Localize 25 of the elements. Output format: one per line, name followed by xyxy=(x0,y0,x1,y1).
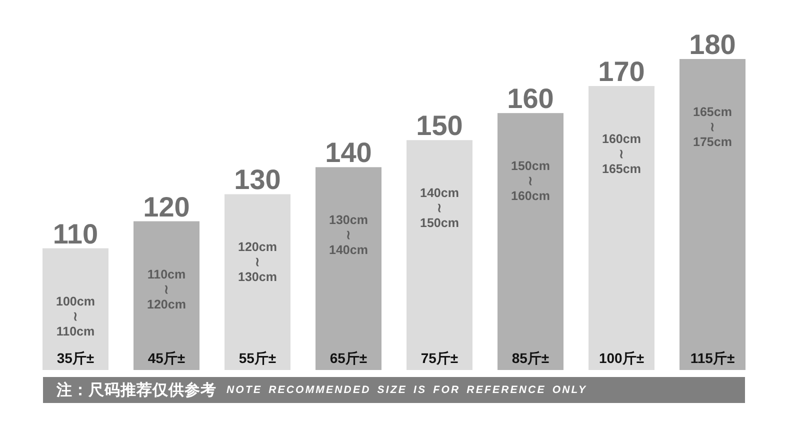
data-label: 120 xyxy=(143,191,190,222)
x-tick-label: 35斤± xyxy=(56,350,94,366)
data-label: 170 xyxy=(598,56,645,88)
x-tick-label: 85斤± xyxy=(512,350,550,366)
annotation: 注：尺码推荐仅供参考 NOTE RECOMMENDED SIZE IS FOR REFERENCE ONLY xyxy=(42,377,746,403)
annotation: 150cm ≀ 160cm xyxy=(511,159,550,204)
data-label: 180 xyxy=(689,29,736,60)
data-label: 150 xyxy=(416,110,463,142)
x-tick-label: 100斤± xyxy=(598,350,644,366)
annotation: 100cm ≀ 110cm xyxy=(56,294,95,338)
annotation: 110cm ≀ 120cm xyxy=(147,267,186,312)
annotation: 130cm ≀ 140cm xyxy=(329,213,368,258)
annotation: 140cm ≀ 150cm xyxy=(420,186,459,230)
x-tick-label: 45斤± xyxy=(148,350,186,366)
data-label: 160 xyxy=(507,83,554,114)
x-tick-label: 65斤± xyxy=(330,350,368,366)
annotation: 160cm ≀ 165cm xyxy=(602,132,641,176)
data-label: 140 xyxy=(325,137,372,168)
annotation: 120cm ≀ 130cm xyxy=(238,240,277,284)
x-tick-label: 75斤± xyxy=(420,350,458,366)
x-tick-label: 115斤± xyxy=(690,350,735,366)
data-label: 110 xyxy=(52,218,98,250)
x-tick-label: 55斤± xyxy=(238,350,276,366)
annotation: 165cm ≀ 175cm xyxy=(693,105,732,149)
data-label: 130 xyxy=(234,164,281,196)
